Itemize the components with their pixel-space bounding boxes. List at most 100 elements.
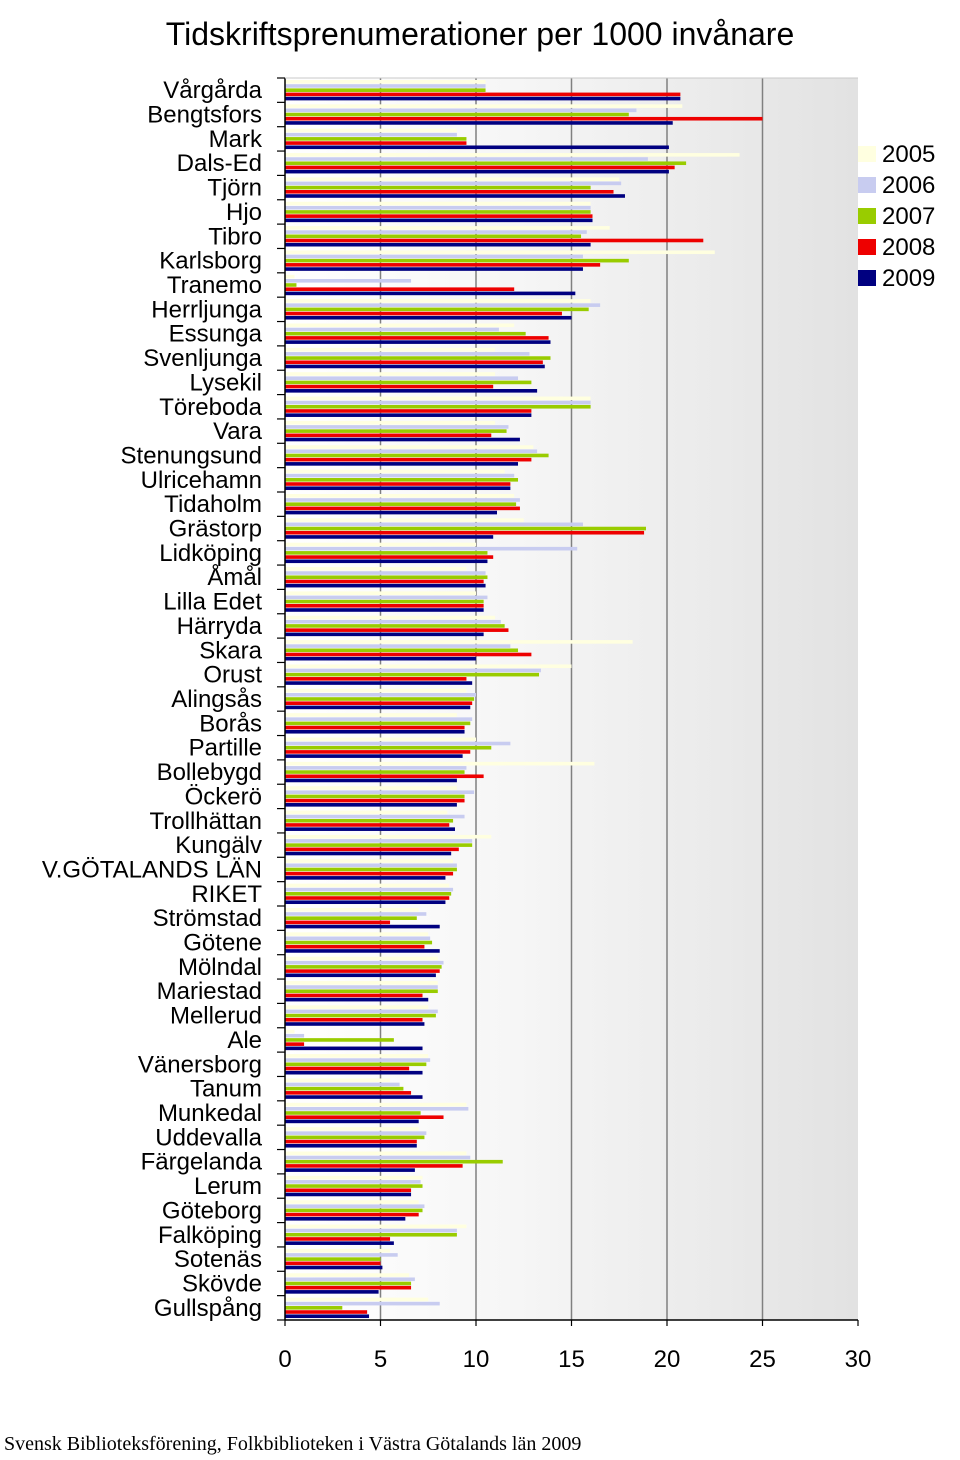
x-tick-label: 15 — [558, 1346, 585, 1373]
bar-2007-1 — [285, 112, 629, 117]
bar-2006-44 — [285, 1155, 471, 1160]
category-label: Vara — [213, 418, 263, 445]
bar-2007-6 — [285, 234, 582, 239]
category-label: Herrljunga — [151, 296, 262, 323]
bar-2009-20 — [285, 583, 486, 588]
bar-2007-23 — [285, 648, 519, 653]
category-label: Skövde — [182, 1271, 262, 1298]
bar-2008-39 — [285, 1042, 305, 1046]
bar-2005-21 — [285, 591, 476, 595]
bar-2007-26 — [285, 721, 471, 726]
bar-2008-9 — [285, 311, 562, 316]
category-label: RIKET — [191, 881, 262, 908]
category-label: Grästorp — [169, 516, 262, 543]
category-label: Svenljunga — [143, 345, 262, 372]
category-label: Skara — [199, 637, 262, 664]
bar-2007-30 — [285, 818, 454, 823]
bar-2005-18 — [285, 518, 524, 522]
bar-2006-39 — [285, 1033, 305, 1038]
category-label: Strömstad — [153, 905, 262, 932]
bar-2008-17 — [285, 506, 520, 511]
bar-2008-20 — [285, 579, 484, 584]
bar-2006-29 — [285, 790, 475, 795]
category-label: Ale — [227, 1027, 262, 1054]
x-tick-label: 30 — [845, 1346, 872, 1373]
bar-2006-30 — [285, 814, 465, 819]
source-footer: Svensk Biblioteksförening, Folkbibliotek… — [4, 1433, 582, 1455]
category-label: Öckerö — [185, 783, 262, 810]
bar-2007-28 — [285, 770, 465, 774]
bar-2009-15 — [285, 462, 519, 466]
bar-2009-33 — [285, 900, 446, 905]
bar-2009-12 — [285, 389, 538, 393]
bar-2006-41 — [285, 1082, 400, 1087]
category-label: Tidaholm — [164, 491, 262, 518]
bar-2007-33 — [285, 892, 452, 896]
chart-title: Tidskriftsprenumerationer per 1000 invån… — [165, 16, 795, 52]
bar-2007-12 — [285, 380, 532, 385]
bar-2007-0 — [285, 88, 486, 92]
bar-2005-42 — [285, 1102, 467, 1107]
bar-2005-3 — [285, 153, 740, 157]
category-labels: VårgårdaBengtsforsMarkDals-EdTjörnHjoTib… — [42, 77, 263, 1322]
bar-2006-22 — [285, 619, 501, 624]
bar-2009-34 — [285, 924, 440, 929]
bar-2007-7 — [285, 258, 629, 263]
bar-2008-26 — [285, 725, 465, 730]
bar-2005-6 — [285, 226, 610, 230]
legend-label-2006: 2006 — [882, 172, 935, 199]
bar-2006-10 — [285, 327, 499, 332]
bar-2005-4 — [285, 177, 620, 181]
bar-2009-18 — [285, 535, 494, 539]
category-label: Tjörn — [207, 175, 262, 202]
bar-2007-16 — [285, 478, 519, 482]
category-label: Lerum — [194, 1173, 262, 1200]
bar-2006-27 — [285, 741, 511, 746]
legend-swatch-2009 — [858, 270, 876, 286]
bar-2006-4 — [285, 181, 622, 186]
bar-2008-11 — [285, 360, 543, 365]
category-label: Härryda — [177, 613, 263, 640]
bar-2008-8 — [285, 287, 515, 291]
bar-2005-46 — [285, 1200, 419, 1204]
bar-2006-42 — [285, 1107, 469, 1111]
bar-2006-31 — [285, 839, 473, 843]
bar-2006-48 — [285, 1253, 398, 1257]
bar-2006-13 — [285, 400, 591, 405]
bar-2007-29 — [285, 794, 465, 799]
bar-2008-40 — [285, 1066, 410, 1071]
bar-2005-17 — [285, 493, 515, 498]
category-label: Uddevalla — [155, 1124, 262, 1151]
bar-2009-9 — [285, 315, 572, 320]
bar-2008-7 — [285, 263, 601, 267]
bar-2007-3 — [285, 161, 687, 166]
bar-2009-25 — [285, 705, 471, 710]
bar-2008-31 — [285, 847, 459, 852]
bar-2005-2 — [285, 128, 457, 133]
bar-2008-30 — [285, 823, 450, 827]
bar-2009-17 — [285, 510, 498, 515]
category-label: Tanum — [190, 1076, 262, 1103]
bar-2005-15 — [285, 445, 534, 449]
bar-2008-3 — [285, 165, 675, 170]
category-label: Åmål — [207, 563, 262, 591]
bar-2009-38 — [285, 1022, 425, 1026]
category-label: Götene — [183, 930, 262, 957]
bar-2008-34 — [285, 920, 391, 925]
bar-2008-25 — [285, 701, 473, 705]
bar-2005-45 — [285, 1175, 423, 1180]
bar-2006-33 — [285, 887, 454, 892]
bar-2005-36 — [285, 956, 438, 961]
x-tick-labels: 0 5 10 15 20 25 30 — [278, 1346, 871, 1373]
bar-2009-8 — [285, 291, 576, 296]
bar-2005-13 — [285, 396, 591, 401]
bar-2006-23 — [285, 644, 511, 648]
category-label: Tranemo — [167, 272, 262, 299]
category-label: Mariestad — [157, 978, 262, 1005]
bar-2006-37 — [285, 985, 438, 989]
bar-2005-24 — [285, 664, 572, 669]
bar-2005-1 — [285, 104, 683, 108]
bar-2005-30 — [285, 810, 448, 815]
bar-2005-14 — [285, 420, 496, 425]
